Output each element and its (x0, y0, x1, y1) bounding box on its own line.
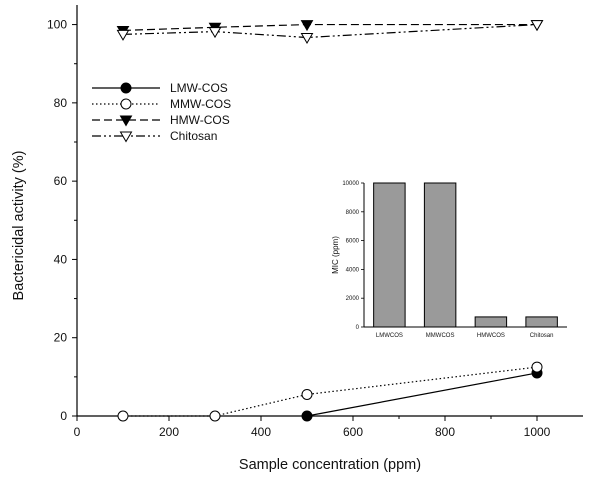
inset-y-tick-label: 6000 (346, 239, 360, 245)
y-tick-label: 40 (54, 252, 68, 266)
series-line-mmw-cos (123, 366, 538, 417)
x-tick-label: 800 (435, 425, 455, 439)
legend-marker-lmw-cos (120, 82, 132, 94)
data-point-mmw-cos (531, 361, 543, 373)
x-tick-label: 1000 (524, 425, 551, 439)
legend-label-lmw-cos: LMW-COS (170, 81, 228, 95)
y-tick-label: 100 (47, 18, 67, 32)
y-tick-label: 0 (60, 409, 67, 423)
data-point-chitosan (116, 29, 130, 41)
x-axis-label: Sample concentration (ppm) (239, 457, 421, 473)
x-tick-label: 400 (251, 425, 271, 439)
inset-bar-mmwcos (423, 182, 457, 328)
y-tick-label: 80 (54, 96, 68, 110)
data-point-mmw-cos (209, 410, 221, 422)
series-line-hmw-cos (122, 23, 537, 32)
legend-marker-hmw-cos (119, 115, 133, 127)
inset-bar-chitosan (525, 316, 558, 328)
data-point-hmw-cos (300, 20, 314, 32)
data-point-chitosan (530, 20, 544, 32)
legend-label-mmw-cos: MMW-COS (170, 97, 231, 111)
y-tick-label: 20 (54, 331, 68, 345)
data-point-mmw-cos (117, 410, 129, 422)
legend-label-chitosan: Chitosan (170, 129, 217, 143)
x-tick-label: 600 (343, 425, 363, 439)
inset-x-tick-label: Chitosan (530, 333, 554, 339)
inset-y-tick-label: 8000 (346, 210, 360, 216)
inset-bar-hmwcos (474, 316, 508, 328)
data-point-mmw-cos (301, 388, 313, 400)
x-tick-label: 200 (159, 425, 179, 439)
y-tick-label: 60 (54, 174, 68, 188)
series-line-chitosan (122, 23, 538, 39)
y-axis-label: Bactericidal activity (%) (11, 151, 27, 301)
inset-y-tick-label: 10000 (342, 181, 359, 187)
legend-marker-mmw-cos (120, 98, 132, 110)
data-point-chitosan (208, 27, 222, 39)
x-tick-label: 0 (74, 425, 81, 439)
inset-y-tick-label: 2000 (346, 296, 360, 302)
legend-marker-chitosan (119, 131, 133, 143)
main-plot-series (116, 20, 544, 422)
inset-y-tick-label: 0 (356, 325, 360, 331)
data-point-lmw-cos (301, 410, 313, 422)
series-line-lmw-cos (306, 372, 538, 417)
data-point-chitosan (300, 32, 314, 44)
inset-bar-lmwcos (373, 182, 406, 328)
inset-x-tick-label: HMWCOS (477, 333, 505, 339)
inset-x-tick-label: MMWCOS (426, 333, 455, 339)
legend-label-hmw-cos: HMW-COS (170, 113, 230, 127)
inset-x-tick-label: LMWCOS (376, 333, 403, 339)
inset-bar-chart: 0 2000 4000 6000 8000 10000 LMWCOS MMWCOS HMWCOS… (342, 181, 567, 339)
legend: LMW-COS MMW-COS HMW-COS Chitosan (92, 81, 231, 143)
inset-y-tick-label: 4000 (346, 267, 360, 273)
inset-y-axis-label: MIC (ppm) (331, 236, 340, 274)
